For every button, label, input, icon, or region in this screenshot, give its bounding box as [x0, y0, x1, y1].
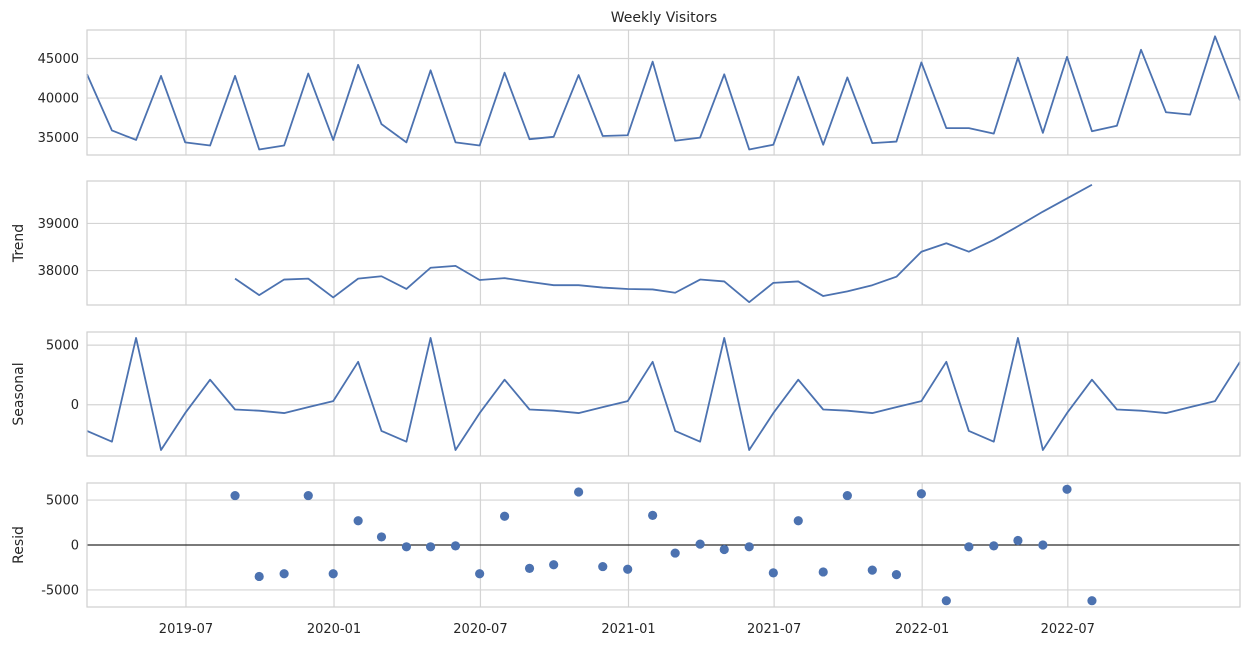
resid-point	[524, 563, 535, 573]
resid-point	[549, 560, 559, 570]
y-tick-label: 35000	[38, 131, 79, 146]
panel-frame	[86, 180, 1241, 306]
x-tick-label: 2021-07	[747, 622, 801, 637]
y-tick-label: 0	[71, 398, 79, 413]
resid-point	[891, 570, 902, 580]
x-tick-label: 2022-01	[895, 622, 949, 637]
resid-point	[1013, 535, 1023, 546]
panel-resid: -5000 0 5000 Resid	[11, 482, 1241, 608]
resid-point	[401, 542, 412, 552]
x-tick-label: 2020-07	[453, 622, 507, 637]
resid-point	[916, 489, 926, 499]
resid-axis-label: Resid	[11, 526, 27, 564]
resid-point	[695, 539, 705, 549]
panel-trend: 38000 39000 Trend	[11, 180, 1241, 306]
x-axis: 2019-07 2020-01 2020-07 2021-01 2021-07 2022-…	[159, 622, 1095, 637]
resid-point	[303, 490, 313, 501]
y-tick-label: 39000	[38, 217, 79, 232]
observed-series-line	[86, 35, 1241, 151]
y-tick-label: 40000	[38, 92, 79, 107]
resid-point	[376, 532, 387, 542]
panel-frame	[86, 482, 1241, 608]
panel-frame	[86, 29, 1241, 156]
y-tick-label: 0	[71, 539, 79, 554]
resid-point	[719, 544, 729, 555]
resid-point	[623, 564, 633, 574]
y-tick-label: 38000	[38, 264, 79, 279]
y-tick-label: 45000	[38, 52, 79, 67]
resid-point	[425, 542, 436, 552]
seasonal-axis-label: Seasonal	[11, 362, 27, 425]
resid-point	[842, 490, 852, 501]
panel-seasonal: 0 5000 Seasonal	[11, 331, 1241, 457]
y-tick-label: 5000	[46, 339, 79, 354]
resid-point	[989, 541, 999, 551]
resid-point	[1038, 540, 1048, 550]
resid-point	[941, 596, 951, 606]
resid-point	[353, 516, 363, 526]
resid-point	[279, 569, 289, 579]
resid-point	[230, 490, 240, 501]
x-tick-label: 2020-01	[307, 622, 361, 637]
resid-point	[328, 569, 338, 579]
panel-frame	[86, 331, 1241, 457]
panel-observed: 35000 40000 45000	[38, 29, 1241, 156]
panels-container: 35000 40000 45000 38000 39000 Trend 0 5000 Seaso…	[11, 29, 1241, 608]
resid-point	[648, 510, 658, 520]
resid-point	[254, 571, 264, 582]
resid-point	[793, 516, 803, 526]
resid-point	[475, 569, 485, 579]
resid-point	[768, 568, 778, 578]
resid-point	[744, 542, 754, 552]
resid-point	[818, 567, 828, 577]
resid-point	[499, 511, 510, 521]
x-tick-label: 2019-07	[159, 622, 213, 637]
trend-axis-label: Trend	[11, 224, 27, 263]
resid-point	[1087, 596, 1097, 606]
y-tick-label: -5000	[41, 583, 79, 598]
resid-point	[670, 548, 680, 558]
x-tick-label: 2022-07	[1041, 622, 1095, 637]
seasonal-series-line	[86, 337, 1241, 451]
trend-series-line	[234, 183, 1093, 304]
y-tick-label: 5000	[46, 494, 79, 509]
chart-title: Weekly Visitors	[611, 10, 717, 26]
resid-point	[574, 487, 584, 497]
resid-point	[598, 561, 608, 572]
resid-point	[450, 541, 461, 551]
resid-point	[867, 565, 877, 575]
x-tick-label: 2021-01	[601, 622, 655, 637]
resid-point	[964, 542, 974, 552]
resid-point	[1062, 484, 1072, 494]
